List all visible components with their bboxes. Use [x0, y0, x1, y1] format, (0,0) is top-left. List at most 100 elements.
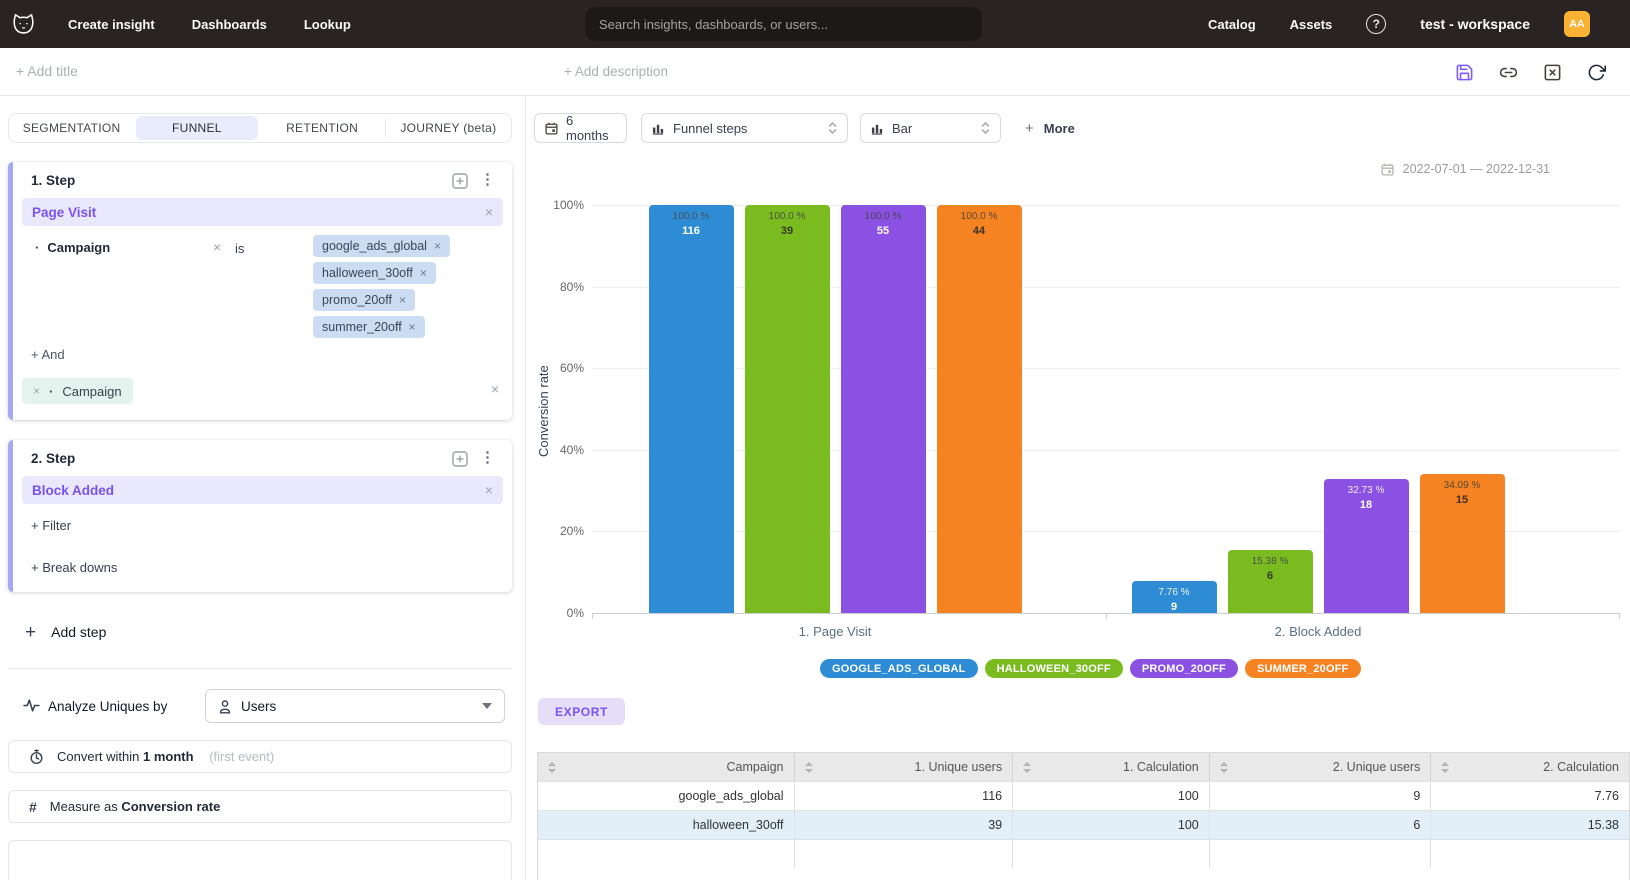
bar-halloween_30off-1[interactable]: 100.0 % 39 [744, 205, 830, 613]
table-row[interactable]: google_ads_global 116 100 9 7.76 [538, 781, 1629, 810]
bullet-icon: · [49, 383, 54, 399]
filter-value-chip[interactable]: summer_20off × [313, 316, 425, 338]
step-2-event-row[interactable]: Block Added × [22, 476, 503, 504]
table-cell: 9 [1210, 782, 1432, 810]
nav-catalog[interactable]: Catalog [1207, 16, 1256, 32]
event-name: Page Visit [32, 204, 97, 220]
more-button[interactable]: + More [1025, 119, 1075, 137]
column-header[interactable]: 1. Unique users [795, 753, 1014, 781]
remove-pending-icon[interactable]: × [33, 384, 41, 398]
bar-halloween_30off-2[interactable]: 15.38 % 6 [1227, 550, 1313, 613]
sort-icon[interactable] [1219, 761, 1228, 773]
legend-chip-halloween_30off[interactable]: HALLOWEEN_30OFF [984, 659, 1123, 678]
analyze-by-select[interactable]: Users [205, 689, 505, 723]
bar-percent-label: 15.38 % [1251, 556, 1289, 568]
table-cell: 7.76 [1594, 789, 1619, 803]
tab-retention[interactable]: RETENTION [286, 121, 359, 135]
bar-google_ads_global-1[interactable]: 100.0 % 116 [648, 205, 734, 613]
filter-value-chip[interactable]: google_ads_global × [313, 235, 450, 257]
select-chevrons-icon [828, 121, 837, 135]
remove-pending-row-icon[interactable]: × [490, 381, 499, 397]
date-range-button[interactable]: 6 months [534, 113, 627, 143]
tab-segmentation[interactable]: SEGMENTATION [22, 121, 121, 135]
bar-summer_20off-1[interactable]: 100.0 % 44 [936, 205, 1022, 613]
table-row[interactable]: halloween_30off 39 100 6 15.38 [538, 810, 1629, 839]
close-square-icon[interactable] [1543, 63, 1562, 82]
search-input[interactable] [585, 16, 982, 32]
remove-value-icon[interactable]: × [408, 320, 416, 334]
share-link-icon[interactable] [1499, 63, 1518, 82]
add-breakdown-button[interactable]: + Break downs [31, 560, 118, 575]
bar-summer_20off-2[interactable]: 34.09 % 15 [1419, 473, 1505, 613]
remove-event-icon[interactable]: × [484, 204, 493, 220]
x-category-label: 2. Block Added [1274, 624, 1362, 639]
nav-create-insight[interactable]: Create insight [68, 16, 155, 32]
save-icon[interactable] [1455, 63, 1474, 82]
sort-icon[interactable] [548, 761, 556, 773]
add-filter-square-icon[interactable] [452, 451, 468, 467]
calendar-icon [545, 122, 558, 135]
column-header-label: 2. Calculation [1543, 760, 1619, 774]
legend-chip-summer_20off[interactable]: SUMMER_20OFF [1244, 659, 1361, 678]
view-select[interactable]: Funnel steps [641, 113, 848, 143]
gridline [592, 368, 1620, 370]
nav-lookup[interactable]: Lookup [303, 16, 351, 32]
table-row[interactable] [538, 839, 1629, 868]
column-header[interactable]: Campaign [538, 753, 795, 781]
add-step-button[interactable]: + Add step [25, 621, 107, 643]
sort-icon[interactable] [1023, 761, 1032, 773]
bar-google_ads_global-2[interactable]: 7.76 % 9 [1131, 581, 1217, 613]
cat-logo-icon[interactable] [10, 11, 37, 38]
sort-icon[interactable] [1441, 761, 1450, 773]
table-cell: 39 [795, 811, 1014, 839]
remove-value-icon[interactable]: × [398, 293, 406, 307]
add-filter-square-icon[interactable] [452, 173, 468, 189]
help-icon[interactable]: ? [1366, 14, 1387, 34]
clipped-option-box[interactable] [8, 840, 512, 880]
pending-property-chip[interactable]: × · Campaign [22, 378, 133, 404]
column-header-label: 1. Unique users [914, 760, 1003, 774]
column-header[interactable]: 1. Calculation [1013, 753, 1210, 781]
filter-property-row[interactable]: · Campaign [35, 240, 111, 255]
bar-promo_20off-2[interactable]: 32.73 % 18 [1323, 479, 1409, 613]
filter-value-chip[interactable]: promo_20off × [313, 289, 415, 311]
legend-chip-promo_20off[interactable]: PROMO_20OFF [1129, 659, 1238, 678]
table-cell: 6 [1210, 811, 1432, 839]
filter-value-label: halloween_30off [322, 266, 413, 280]
tab-journey[interactable]: JOURNEY (beta) [400, 121, 497, 135]
legend-chip-google_ads_global[interactable]: GOOGLE_ADS_GLOBAL [820, 659, 978, 678]
avatar[interactable]: AA [1564, 11, 1590, 37]
nav-dashboards[interactable]: Dashboards [191, 16, 267, 32]
x-tick-mark [1106, 614, 1107, 619]
remove-value-icon[interactable]: × [433, 239, 441, 253]
refresh-icon[interactable] [1587, 63, 1606, 82]
remove-property-icon[interactable]: × [213, 239, 222, 255]
filter-value-chip[interactable]: halloween_30off × [313, 262, 436, 284]
y-tick-label: 20% [559, 524, 584, 539]
tab-funnel[interactable]: FUNNEL [136, 116, 258, 140]
plot-area: 0% 20% 40% 60% 80% 100% 100.0 % 116 100.0 % 39 100… [553, 198, 1620, 639]
bar-count-label: 6 [1266, 570, 1274, 583]
remove-value-icon[interactable]: × [419, 266, 427, 280]
remove-event-icon[interactable]: × [484, 482, 493, 498]
add-description-button[interactable]: + Add description [564, 64, 668, 79]
add-filter-button[interactable]: + Filter [31, 518, 72, 533]
nav-assets[interactable]: Assets [1289, 16, 1333, 32]
measure-as-control[interactable]: # Measure as Conversion rate [8, 790, 512, 823]
export-button[interactable]: EXPORT [538, 698, 625, 725]
chart-type-select[interactable]: Bar [860, 113, 1001, 143]
step-menu-icon[interactable]: ⋮ [480, 171, 495, 188]
convert-within-control[interactable]: Convert within 1 month (first event) [8, 740, 512, 773]
table-cell: 100 [1013, 782, 1210, 810]
column-header[interactable]: 2. Unique users [1210, 753, 1432, 781]
column-header[interactable]: 2. Calculation [1431, 753, 1629, 781]
workspace-name[interactable]: test - workspace [1420, 16, 1530, 32]
step-1-event-row[interactable]: Page Visit × [22, 198, 503, 226]
caret-down-icon [482, 703, 492, 709]
add-and-condition[interactable]: + And [31, 347, 65, 362]
add-title-button[interactable]: + Add title [16, 63, 78, 79]
filter-operator[interactable]: is [235, 241, 245, 256]
bar-promo_20off-1[interactable]: 100.0 % 55 [840, 205, 926, 613]
sort-icon[interactable] [804, 761, 813, 773]
step-menu-icon[interactable]: ⋮ [480, 449, 495, 466]
